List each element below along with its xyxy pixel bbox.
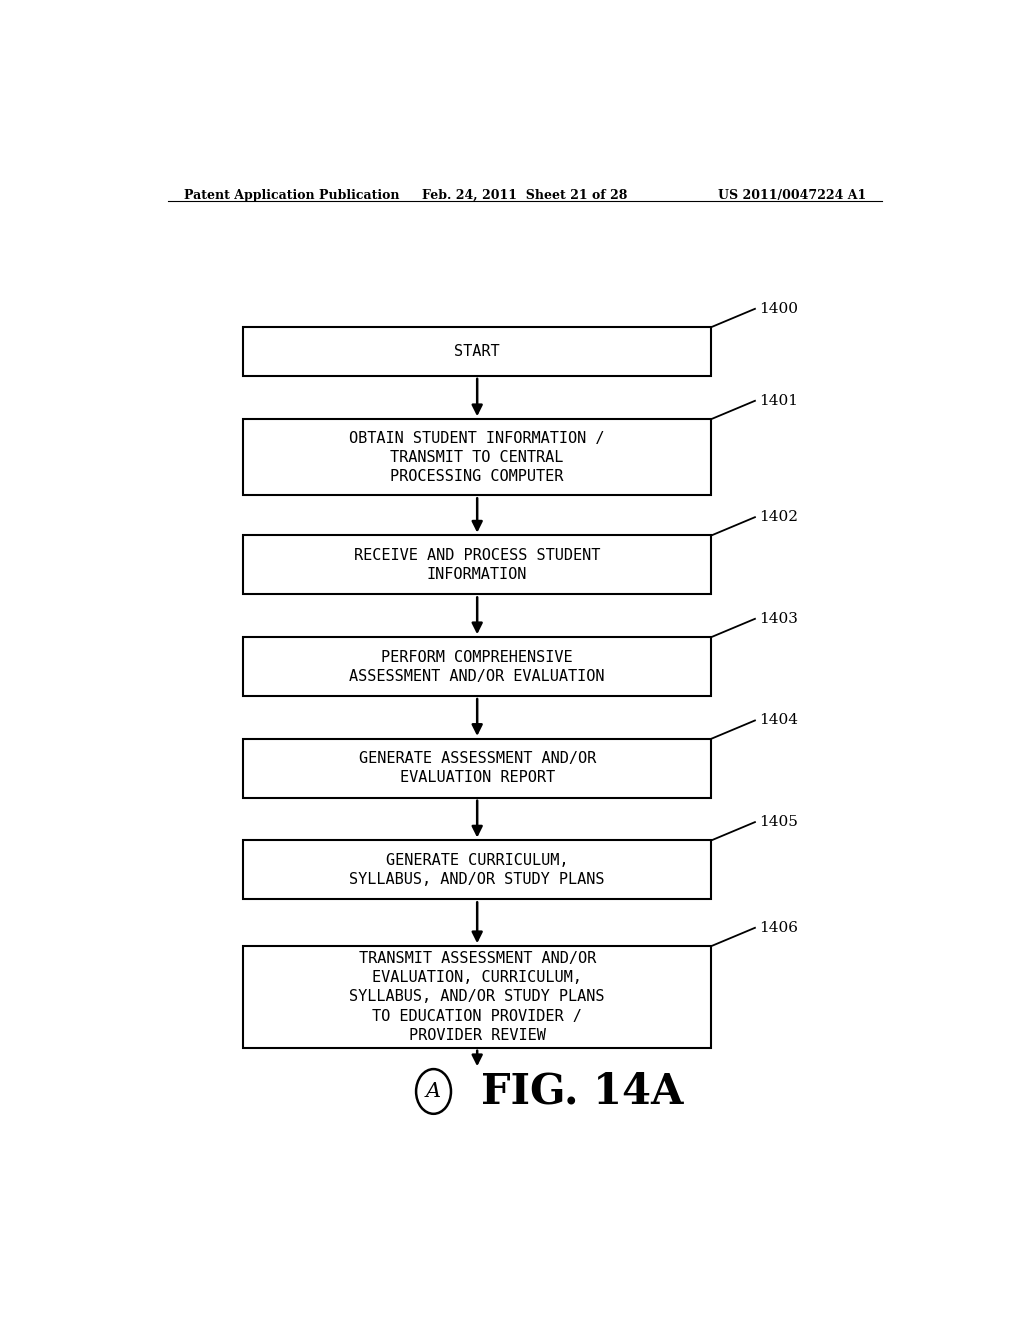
Bar bbox=[243, 739, 712, 797]
Bar bbox=[243, 420, 712, 495]
Text: 1400: 1400 bbox=[759, 302, 798, 315]
Text: 1401: 1401 bbox=[759, 393, 798, 408]
Text: PERFORM COMPREHENSIVE
ASSESSMENT AND/OR EVALUATION: PERFORM COMPREHENSIVE ASSESSMENT AND/OR … bbox=[349, 649, 605, 684]
Text: 1402: 1402 bbox=[759, 511, 798, 524]
Bar bbox=[243, 327, 712, 376]
Text: OBTAIN STUDENT INFORMATION /
TRANSMIT TO CENTRAL
PROCESSING COMPUTER: OBTAIN STUDENT INFORMATION / TRANSMIT TO… bbox=[349, 430, 605, 484]
Text: US 2011/0047224 A1: US 2011/0047224 A1 bbox=[718, 189, 866, 202]
Text: 1404: 1404 bbox=[759, 714, 798, 727]
Text: FIG. 14A: FIG. 14A bbox=[481, 1071, 684, 1113]
Bar bbox=[243, 536, 712, 594]
Text: GENERATE ASSESSMENT AND/OR
EVALUATION REPORT: GENERATE ASSESSMENT AND/OR EVALUATION RE… bbox=[358, 751, 596, 785]
Text: TRANSMIT ASSESSMENT AND/OR
EVALUATION, CURRICULUM,
SYLLABUS, AND/OR STUDY PLANS
: TRANSMIT ASSESSMENT AND/OR EVALUATION, C… bbox=[349, 950, 605, 1043]
Bar bbox=[243, 841, 712, 899]
Text: A: A bbox=[426, 1082, 441, 1101]
Text: Feb. 24, 2011  Sheet 21 of 28: Feb. 24, 2011 Sheet 21 of 28 bbox=[422, 189, 628, 202]
Text: Patent Application Publication: Patent Application Publication bbox=[183, 189, 399, 202]
Text: RECEIVE AND PROCESS STUDENT
INFORMATION: RECEIVE AND PROCESS STUDENT INFORMATION bbox=[354, 548, 600, 582]
Text: 1405: 1405 bbox=[759, 816, 798, 829]
Bar bbox=[243, 638, 712, 696]
Bar bbox=[243, 946, 712, 1048]
Text: 1403: 1403 bbox=[759, 612, 798, 626]
Circle shape bbox=[416, 1069, 451, 1114]
Text: GENERATE CURRICULUM,
SYLLABUS, AND/OR STUDY PLANS: GENERATE CURRICULUM, SYLLABUS, AND/OR ST… bbox=[349, 853, 605, 887]
Text: 1406: 1406 bbox=[759, 921, 798, 935]
Text: START: START bbox=[455, 345, 500, 359]
